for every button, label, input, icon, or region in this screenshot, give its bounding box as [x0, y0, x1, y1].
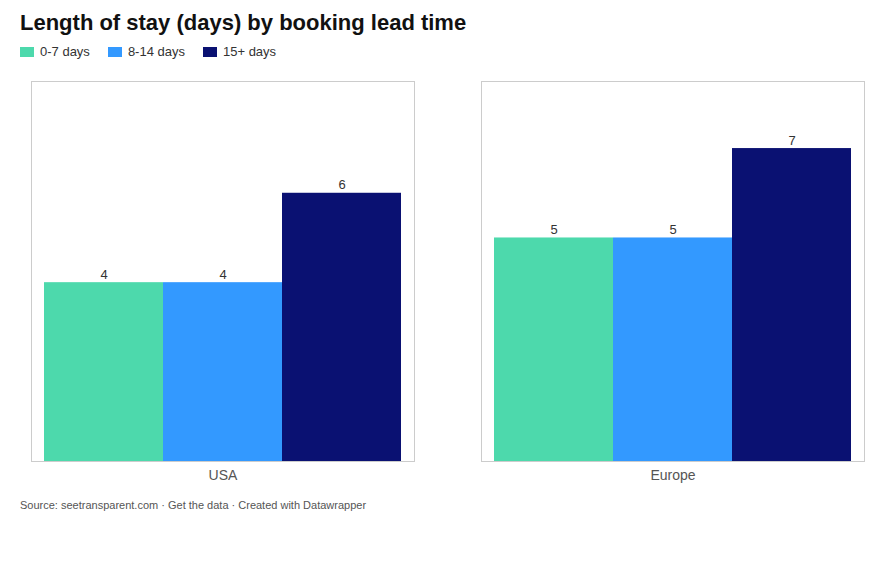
svg-text:USA: USA	[209, 467, 238, 483]
html-text:Source: seetransparent.com · G: Source: seetransparent.com · Get the dat…	[20, 499, 367, 511]
html-text:15+ days: 15+ days	[223, 44, 277, 59]
svg-text:7: 7	[788, 133, 795, 148]
svg-text:4: 4	[100, 267, 107, 282]
svg-text:6: 6	[338, 177, 345, 192]
svg-text:Europe: Europe	[650, 467, 695, 483]
html-text:0-7 days: 0-7 days	[40, 44, 90, 59]
html-text:8-14 days: 8-14 days	[127, 44, 185, 59]
svg-text:5: 5	[550, 222, 557, 237]
svg-text:5: 5	[669, 222, 676, 237]
html-text:Length of stay (days) by booki: Length of stay (days) by booking lead ti…	[20, 10, 467, 35]
svg-text:4: 4	[219, 267, 226, 282]
